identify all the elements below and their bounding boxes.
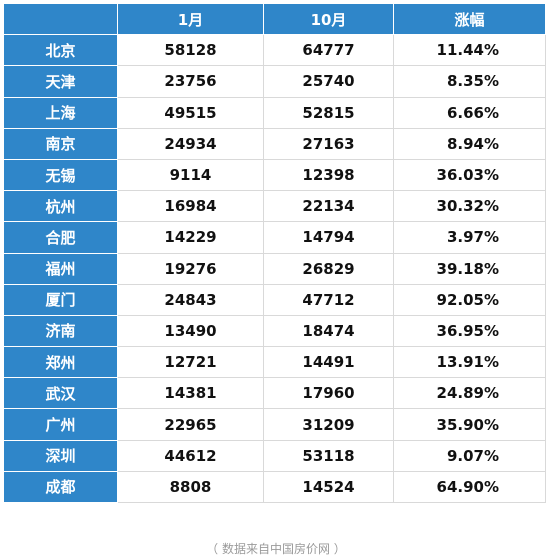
change-cell: 64.90%: [393, 470, 546, 504]
table-row: 厦门 24843 47712 92.05%: [3, 283, 546, 316]
change-cell: 9.07%: [393, 439, 546, 472]
october-price-cell: 31209: [263, 408, 394, 441]
january-price-cell: 14229: [117, 221, 264, 254]
table-row: 南京 24934 27163 8.94%: [3, 127, 546, 160]
change-cell: 24.89%: [393, 377, 546, 410]
table-row: 上海 49515 52815 6.66%: [3, 96, 546, 129]
city-cell: 南京: [3, 127, 118, 160]
city-cell: 上海: [3, 96, 118, 129]
city-cell: 广州: [3, 408, 118, 441]
city-cell: 福州: [3, 252, 118, 285]
october-price-cell: 26829: [263, 252, 394, 285]
change-cell: 92.05%: [393, 283, 546, 316]
january-price-cell: 9114: [117, 158, 264, 192]
header-change: 涨幅: [393, 2, 546, 36]
table-header-row: 1月 10月 涨幅: [3, 2, 546, 36]
header-corner-cell: [3, 2, 118, 36]
october-price-cell: 12398: [263, 158, 394, 192]
header-october: 10月: [263, 2, 394, 36]
header-january: 1月: [117, 2, 264, 36]
change-cell: 36.95%: [393, 314, 546, 348]
january-price-cell: 14381: [117, 377, 264, 410]
january-price-cell: 58128: [117, 34, 264, 67]
change-cell: 8.35%: [393, 65, 546, 98]
january-price-cell: 23756: [117, 65, 264, 98]
city-cell: 武汉: [3, 377, 118, 410]
city-cell: 济南: [3, 314, 118, 348]
january-price-cell: 24934: [117, 127, 264, 160]
change-cell: 35.90%: [393, 408, 546, 441]
change-cell: 6.66%: [393, 96, 546, 129]
city-cell: 杭州: [3, 190, 118, 223]
january-price-cell: 49515: [117, 96, 264, 129]
city-cell: 郑州: [3, 346, 118, 379]
october-price-cell: 18474: [263, 314, 394, 348]
october-price-cell: 25740: [263, 65, 394, 98]
change-cell: 39.18%: [393, 252, 546, 285]
january-price-cell: 13490: [117, 314, 264, 348]
table-row: 济南 13490 18474 36.95%: [3, 314, 546, 348]
october-price-cell: 14524: [263, 470, 394, 504]
house-price-table: 1月 10月 涨幅 北京 58128 64777 11.44% 天津 23756…: [3, 2, 546, 504]
city-cell: 无锡: [3, 158, 118, 192]
table-row: 北京 58128 64777 11.44%: [3, 34, 546, 67]
data-source-note: （ 数据来自中国房价网 ）: [206, 542, 346, 556]
city-cell: 成都: [3, 470, 118, 504]
city-cell: 北京: [3, 34, 118, 67]
city-cell: 合肥: [3, 221, 118, 254]
october-price-cell: 64777: [263, 34, 394, 67]
city-cell: 天津: [3, 65, 118, 98]
october-price-cell: 52815: [263, 96, 394, 129]
january-price-cell: 22965: [117, 408, 264, 441]
october-price-cell: 14794: [263, 221, 394, 254]
change-cell: 11.44%: [393, 34, 546, 67]
january-price-cell: 8808: [117, 470, 264, 504]
city-cell: 深圳: [3, 439, 118, 472]
october-price-cell: 22134: [263, 190, 394, 223]
table-row: 深圳 44612 53118 9.07%: [3, 439, 546, 472]
october-price-cell: 14491: [263, 346, 394, 379]
october-price-cell: 47712: [263, 283, 394, 316]
change-cell: 30.32%: [393, 190, 546, 223]
change-cell: 36.03%: [393, 158, 546, 192]
change-cell: 8.94%: [393, 127, 546, 160]
change-cell: 13.91%: [393, 346, 546, 379]
october-price-cell: 53118: [263, 439, 394, 472]
january-price-cell: 16984: [117, 190, 264, 223]
october-price-cell: 27163: [263, 127, 394, 160]
table-row: 天津 23756 25740 8.35%: [3, 65, 546, 98]
january-price-cell: 24843: [117, 283, 264, 316]
table-row: 福州 19276 26829 39.18%: [3, 252, 546, 285]
january-price-cell: 12721: [117, 346, 264, 379]
january-price-cell: 19276: [117, 252, 264, 285]
change-cell: 3.97%: [393, 221, 546, 254]
january-price-cell: 44612: [117, 439, 264, 472]
october-price-cell: 17960: [263, 377, 394, 410]
table-row: 广州 22965 31209 35.90%: [3, 408, 546, 441]
table-row: 成都 8808 14524 64.90%: [3, 470, 546, 504]
table-row: 杭州 16984 22134 30.32%: [3, 190, 546, 223]
table-row: 合肥 14229 14794 3.97%: [3, 221, 546, 254]
table-row: 无锡 9114 12398 36.03%: [3, 158, 546, 192]
table-row: 武汉 14381 17960 24.89%: [3, 377, 546, 410]
city-cell: 厦门: [3, 283, 118, 316]
table-row: 郑州 12721 14491 13.91%: [3, 346, 546, 379]
